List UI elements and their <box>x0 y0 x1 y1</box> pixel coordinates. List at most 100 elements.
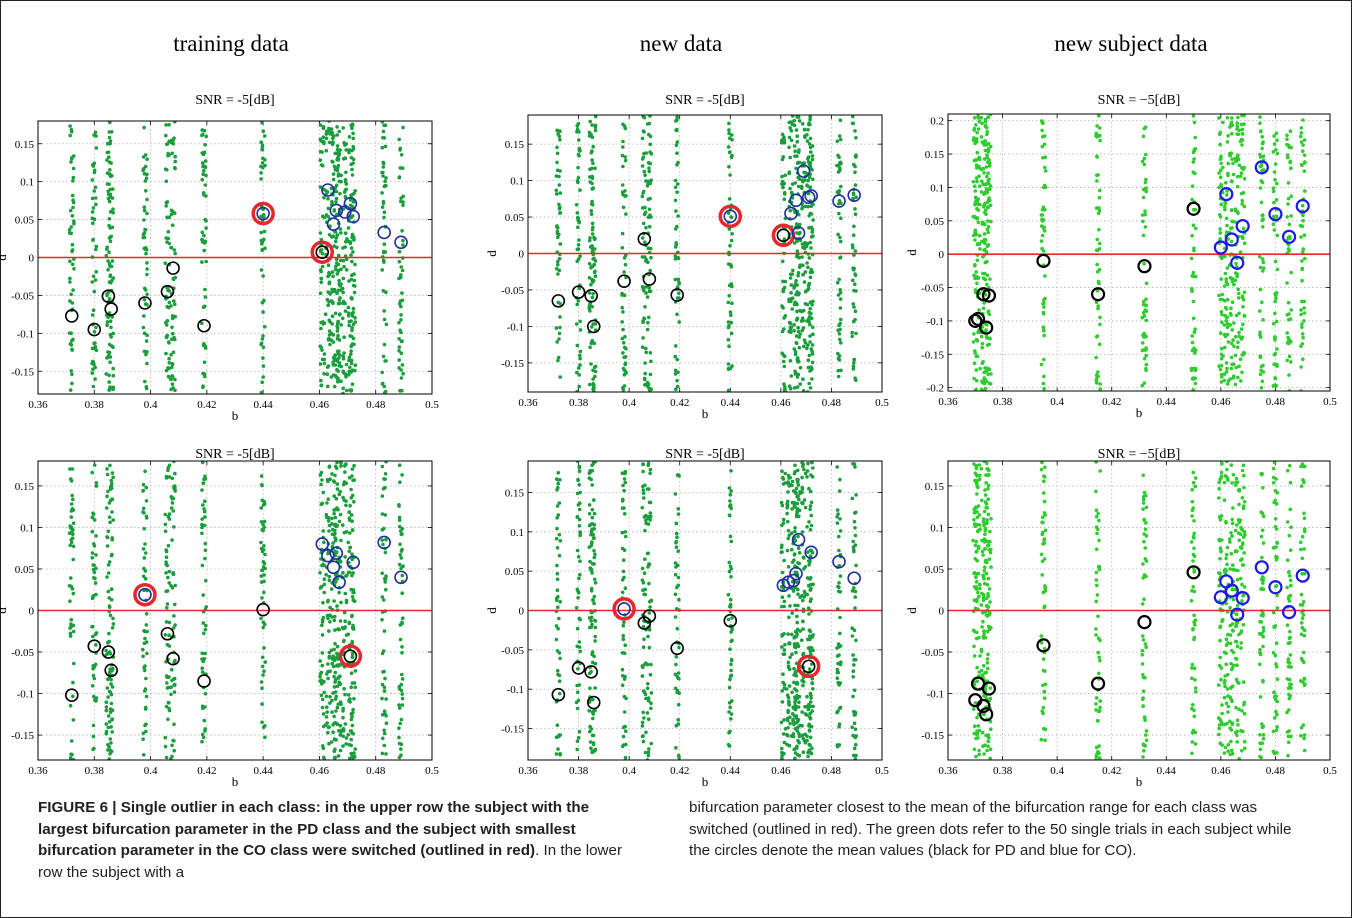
trial-dot <box>94 134 98 138</box>
trial-dot <box>262 573 266 577</box>
trial-dot <box>578 328 583 332</box>
pd-mean-point <box>642 272 657 286</box>
trial-dot <box>1223 207 1227 212</box>
trial-dot <box>1287 317 1291 322</box>
trial-dot <box>786 660 791 665</box>
trial-dot <box>793 707 798 712</box>
trial-dot <box>326 303 331 308</box>
trial-dot <box>648 351 653 355</box>
trial-dot <box>173 121 177 124</box>
trial-dot <box>853 170 857 175</box>
trial-dot <box>1095 237 1099 242</box>
trial-dot <box>1271 384 1276 388</box>
trial-dot <box>624 729 628 733</box>
trial-dot <box>350 639 355 644</box>
trial-dot <box>334 264 338 269</box>
trial-dot <box>623 355 628 359</box>
trial-dot <box>1287 222 1292 227</box>
trial-dot <box>334 236 339 240</box>
trial-dot <box>341 734 346 738</box>
trial-dot <box>835 190 840 194</box>
trial-dot <box>780 753 784 758</box>
trial-dot <box>851 245 855 250</box>
trial-dot <box>577 507 582 512</box>
trial-dot <box>350 368 355 373</box>
trial-dot <box>588 469 592 473</box>
trial-dot <box>338 489 342 494</box>
trial-dot <box>793 756 797 760</box>
trial-dot <box>326 336 331 341</box>
trial-dot <box>1229 341 1234 346</box>
trial-dot <box>341 744 345 748</box>
trial-dot <box>336 253 341 258</box>
trial-dot <box>335 233 340 237</box>
trial-dot <box>1230 116 1234 120</box>
trial-dot <box>69 502 74 506</box>
trial-dot <box>576 503 581 507</box>
trial-dot <box>334 257 339 262</box>
trial-dot <box>1231 338 1235 342</box>
trial-dot <box>68 524 72 528</box>
trial-dot <box>1298 134 1303 139</box>
trial-dot <box>1143 212 1147 217</box>
trial-dot <box>837 581 841 585</box>
trial-dot <box>104 700 109 704</box>
trial-dot <box>805 346 809 351</box>
trial-dot <box>649 255 653 260</box>
trial-dot <box>675 190 679 194</box>
trial-dot <box>974 387 978 391</box>
single-trial-dots <box>67 461 405 760</box>
trial-dot <box>1223 334 1228 339</box>
trial-dot <box>145 361 149 366</box>
trial-dot <box>790 560 795 564</box>
trial-dot <box>806 646 811 650</box>
trial-dot <box>333 680 337 684</box>
trial-dot <box>677 645 681 650</box>
chart-panel-new-lower: SNR = -5[dB]0.36 0.38 0.4 0.42 0.44 0.46 0.48 0… <box>484 447 889 789</box>
trial-dot <box>808 560 812 564</box>
trial-dot <box>620 291 624 296</box>
trial-dot <box>380 512 385 516</box>
trial-dot <box>261 565 266 569</box>
trial-dot <box>330 661 335 666</box>
trial-dot <box>795 689 799 693</box>
trial-dot <box>1098 138 1102 143</box>
trial-dot <box>1239 171 1244 175</box>
trial-dot <box>204 259 208 264</box>
trial-dot <box>808 577 812 581</box>
trial-dot <box>1040 233 1045 238</box>
trial-dot <box>200 161 205 165</box>
trial-dot <box>590 295 595 300</box>
trial-dot <box>1235 184 1240 189</box>
trial-dot <box>641 710 645 715</box>
trial-dot <box>983 277 988 282</box>
trial-dot <box>676 160 680 165</box>
trial-dot <box>325 710 329 714</box>
trial-dot <box>170 374 174 378</box>
trial-dot <box>806 191 811 196</box>
trial-dot <box>589 209 594 213</box>
trial-dot <box>728 597 733 602</box>
trial-dot <box>779 500 784 505</box>
trial-dot <box>350 528 355 533</box>
trial-dot <box>90 371 95 375</box>
trial-dot <box>576 176 581 180</box>
trial-dot <box>110 668 114 673</box>
trial-dot <box>398 166 403 170</box>
trial-dot <box>170 501 175 505</box>
trial-dot <box>338 284 343 288</box>
trial-dot <box>1224 180 1228 185</box>
trial-dot <box>1193 171 1197 176</box>
trial-dot <box>837 161 842 165</box>
trial-dot <box>1096 370 1100 374</box>
trial-dot <box>1239 336 1244 340</box>
trial-dot <box>104 506 109 510</box>
trial-dot <box>810 635 814 639</box>
trial-dot <box>576 225 580 230</box>
trial-dot <box>1238 357 1243 362</box>
trial-dot <box>330 235 334 239</box>
trial-dot <box>729 331 734 336</box>
trial-dot <box>795 501 800 506</box>
trial-dot <box>329 127 334 131</box>
trial-dot <box>141 168 145 173</box>
